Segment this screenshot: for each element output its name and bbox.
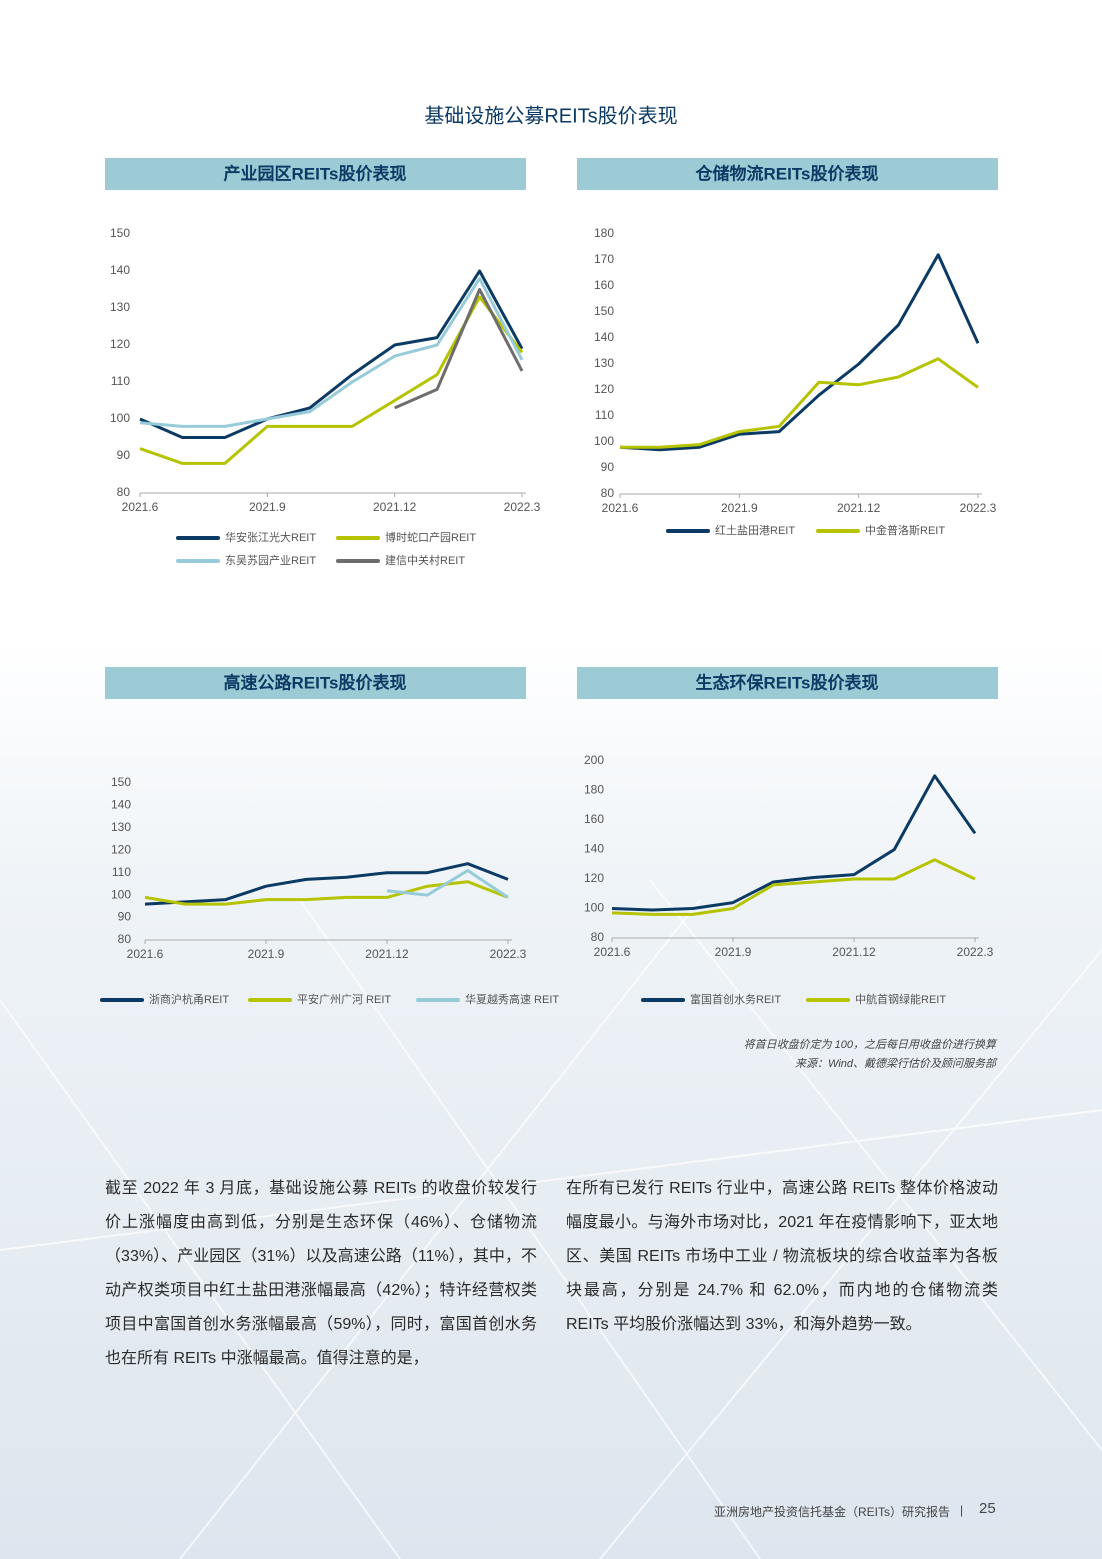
- y-tick-label: 100: [110, 411, 130, 425]
- x-tick-label: 2021.12: [365, 947, 409, 961]
- paragraph: 截至 2022 年 3 月底，基础设施公募 REITs 的收盘价较发行价上涨幅度…: [105, 1180, 537, 1367]
- y-tick-label: 130: [111, 820, 131, 834]
- y-tick-label: 170: [594, 252, 614, 266]
- y-tick-label: 80: [591, 930, 605, 944]
- y-tick-label: 90: [117, 448, 131, 462]
- y-tick-label: 120: [594, 382, 614, 396]
- legend-label: 东吴苏园产业REIT: [225, 553, 316, 567]
- series-line: [611, 858, 976, 916]
- y-tick-label: 90: [118, 910, 132, 924]
- chart-header: [577, 158, 998, 190]
- y-tick-label: 140: [584, 842, 604, 856]
- chart-header: [577, 667, 998, 699]
- series-line: [144, 862, 509, 906]
- legend-label: 华安张江光大REIT: [225, 530, 316, 544]
- y-tick-label: 160: [584, 812, 604, 826]
- legend-label: 富国首创水务REIT: [690, 992, 781, 1006]
- legend-label: 浙商沪杭甬REIT: [149, 992, 229, 1006]
- x-tick-label: 2022.3: [490, 947, 527, 961]
- y-tick-label: 100: [594, 434, 614, 448]
- y-tick-label: 150: [111, 775, 131, 789]
- legend-label: 建信中关村REIT: [385, 553, 465, 567]
- x-tick-label: 2022.3: [957, 945, 994, 959]
- legend-label: 华夏越秀高速 REIT: [465, 992, 559, 1006]
- y-tick-label: 140: [110, 263, 130, 277]
- chart-title: 仓储物流REITs股价表现: [695, 163, 879, 183]
- y-tick-label: 100: [584, 901, 604, 915]
- y-tick-label: 100: [111, 887, 131, 901]
- x-tick-label: 2021.6: [594, 945, 631, 959]
- legend-label: 中航首钢绿能REIT: [855, 992, 946, 1006]
- legend-label: 中金普洛斯REIT: [865, 523, 945, 537]
- note: 将首日收盘价定为 100，之后每日用收盘价进行换算: [743, 1039, 996, 1051]
- chart-header: [105, 158, 526, 190]
- y-tick-label: 130: [594, 356, 614, 370]
- x-tick-label: 2022.3: [960, 501, 997, 515]
- x-tick-label: 2021.9: [249, 500, 286, 514]
- y-tick-label: 110: [112, 865, 131, 879]
- x-tick-label: 2021.12: [832, 945, 876, 959]
- x-tick-label: 2021.9: [715, 945, 752, 959]
- page-number: 25: [979, 1500, 996, 1517]
- y-tick-label: 150: [110, 226, 130, 240]
- source: 来源：Wind、戴德梁行估价及顾问服务部: [795, 1058, 996, 1070]
- chart-header: [105, 667, 526, 699]
- series-line: [386, 869, 509, 899]
- x-tick-label: 2021.12: [837, 501, 881, 515]
- legend-label: 红土盐田港REIT: [715, 524, 795, 537]
- y-tick-label: 120: [584, 871, 604, 885]
- y-tick-label: 80: [118, 932, 132, 946]
- x-tick-label: 2021.6: [602, 501, 639, 515]
- series-line: [394, 288, 524, 410]
- series-line: [620, 357, 979, 449]
- page-title: 基础设施公募REITs股价表现: [424, 104, 677, 127]
- y-tick-label: 80: [601, 486, 615, 500]
- y-tick-label: 110: [595, 408, 614, 422]
- series-line: [139, 269, 524, 439]
- paragraph: 在所有已发行 REITs 行业中，高速公路 REITs 整体价格波动幅度最小。与…: [566, 1180, 998, 1333]
- chart-title: 高速公路REITs股价表现: [224, 672, 407, 692]
- y-tick-label: 130: [110, 300, 130, 314]
- series-line: [611, 774, 977, 912]
- x-tick-label: 2022.3: [504, 500, 541, 514]
- y-tick-label: 140: [594, 330, 614, 344]
- chart-title: 产业园区REITs股价表现: [224, 163, 407, 183]
- y-tick-label: 120: [111, 842, 131, 856]
- y-tick-label: 140: [111, 798, 131, 812]
- footer-report: 亚洲房地产投资信托基金（REITs）研究报告: [713, 1505, 950, 1519]
- legend-label: 平安广州广河 REIT: [297, 992, 391, 1006]
- y-tick-label: 80: [117, 485, 131, 499]
- series-line: [139, 276, 524, 428]
- y-tick-label: 180: [584, 783, 604, 797]
- footer-separator: |: [960, 1503, 964, 1517]
- y-tick-label: 180: [594, 226, 614, 240]
- x-tick-label: 2021.12: [373, 500, 417, 514]
- y-tick-label: 160: [594, 278, 614, 292]
- legend-label: 博时蛇口产园REIT: [385, 530, 476, 544]
- background-pattern: [0, 879, 1102, 1559]
- y-tick-label: 120: [110, 337, 130, 351]
- x-tick-label: 2021.6: [122, 500, 159, 514]
- y-tick-label: 110: [111, 374, 130, 388]
- y-tick-label: 200: [584, 753, 604, 767]
- series-line: [619, 253, 980, 452]
- y-tick-label: 150: [594, 304, 614, 318]
- x-tick-label: 2021.6: [127, 947, 164, 961]
- x-tick-label: 2021.9: [721, 501, 758, 515]
- chart-title: 生态环保REITs股价表现: [696, 672, 879, 692]
- y-tick-label: 90: [601, 460, 615, 474]
- x-tick-label: 2021.9: [248, 947, 285, 961]
